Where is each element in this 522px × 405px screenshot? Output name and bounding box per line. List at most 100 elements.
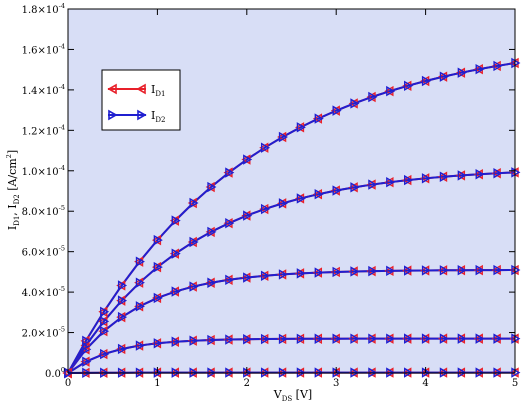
y-tick-label: 4.0×10-5 — [22, 285, 65, 299]
legend-entry-id1: ID1 — [107, 83, 165, 98]
marker-id2 — [457, 264, 467, 276]
marker-id2 — [314, 267, 324, 278]
y-tick-label: 0.00 — [45, 366, 65, 380]
y-tick-label: 1.2×10-4 — [22, 123, 65, 137]
marker-id2 — [332, 185, 342, 196]
marker-id2 — [350, 333, 360, 344]
marker-id2 — [171, 248, 181, 259]
y-tick-label: 1.0×10-4 — [22, 164, 65, 178]
marker-id2 — [404, 333, 414, 344]
marker-id2 — [153, 234, 163, 246]
y-tick-label: 1.6×10-4 — [22, 42, 65, 56]
marker-id2 — [475, 169, 485, 180]
legend-marker-id1-right — [136, 83, 146, 95]
x-tick-label: 2 — [244, 378, 250, 389]
marker-id2 — [260, 203, 271, 215]
y-tick-label: 1.4×10-4 — [22, 83, 65, 97]
marker-id2 — [207, 334, 217, 346]
plot-area — [68, 9, 515, 373]
marker-id2 — [171, 336, 181, 347]
marker-id2 — [404, 174, 414, 186]
x-axis-title: VDS [V] — [273, 388, 312, 403]
marker-id2 — [225, 334, 235, 345]
marker-id2 — [457, 170, 467, 181]
marker-id2 — [296, 268, 306, 279]
marker-id2 — [243, 210, 253, 221]
marker-id2 — [278, 269, 288, 280]
marker-id2 — [314, 113, 324, 124]
marker-id2 — [207, 277, 217, 288]
marker-id2 — [260, 270, 271, 281]
marker-id2 — [350, 98, 360, 109]
marker-id2 — [332, 105, 342, 116]
marker-id2 — [296, 193, 306, 204]
plot-frame — [67, 8, 516, 374]
marker-id2 — [439, 333, 449, 344]
marker-id2 — [153, 261, 163, 273]
legend-label-id1: ID1 — [151, 83, 165, 98]
marker-id2 — [189, 236, 199, 248]
marker-id2 — [475, 63, 485, 75]
marker-id2 — [368, 333, 378, 344]
y-tick-label: 8.0×10-5 — [22, 204, 65, 218]
marker-id2 — [117, 280, 128, 291]
marker-id2 — [439, 171, 449, 182]
marker-id2 — [493, 60, 503, 72]
marker-id2 — [171, 286, 181, 297]
marker-id2 — [439, 265, 449, 276]
marker-id2 — [493, 333, 503, 344]
marker-id2 — [207, 181, 217, 193]
marker-id2 — [278, 333, 288, 345]
marker-id2 — [493, 168, 503, 179]
marker-id2 — [189, 281, 199, 292]
marker-id2 — [368, 265, 378, 277]
marker-id2 — [368, 179, 378, 190]
legend-box — [101, 69, 181, 131]
marker-id2 — [135, 277, 145, 288]
marker-id2 — [386, 176, 396, 188]
marker-id2 — [100, 325, 110, 337]
marker-id2 — [100, 306, 110, 317]
marker-id2 — [457, 67, 467, 78]
marker-id2 — [368, 91, 378, 103]
marker-id2 — [225, 217, 235, 229]
marker-id2 — [386, 265, 396, 277]
marker-id2 — [100, 316, 110, 327]
marker-id2 — [386, 333, 396, 344]
marker-id2 — [296, 122, 306, 133]
marker-id2 — [421, 265, 432, 276]
marker-id2 — [100, 348, 110, 360]
y-axis-title: ID1, ID2 [A/cm2] — [5, 150, 21, 230]
marker-id2 — [332, 266, 342, 278]
marker-id2 — [421, 173, 432, 184]
marker-id2 — [350, 182, 360, 193]
legend-label-id2: ID2 — [151, 109, 165, 124]
y-tick-label: 1.8×10-4 — [22, 2, 65, 16]
marker-id2 — [153, 292, 163, 304]
legend: ID1 ID2 — [101, 69, 181, 131]
marker-id2 — [82, 356, 92, 367]
legend-marker-id2-right — [137, 109, 147, 121]
legend-entry-id2: ID2 — [108, 109, 165, 124]
marker-id2 — [225, 167, 235, 178]
marker-id2 — [404, 265, 414, 276]
marker-id2 — [314, 333, 324, 344]
marker-id2 — [260, 142, 271, 153]
x-tick-label: 0 — [65, 378, 71, 389]
marker-id2 — [332, 333, 342, 344]
marker-id2 — [153, 338, 163, 349]
x-tick-label: 5 — [512, 378, 518, 389]
marker-id2 — [493, 264, 503, 276]
marker-id2 — [278, 131, 288, 143]
marker-id2 — [117, 311, 128, 323]
marker-id2 — [117, 295, 128, 306]
marker-id2 — [189, 197, 199, 209]
marker-id2 — [439, 71, 449, 82]
marker-id2 — [135, 256, 145, 267]
marker-id2 — [475, 333, 485, 344]
marker-id2 — [421, 75, 432, 87]
marker-id2 — [117, 343, 128, 355]
y-tick-label: 2.0×10-5 — [22, 326, 65, 340]
x-tick-label: 1 — [154, 378, 160, 389]
